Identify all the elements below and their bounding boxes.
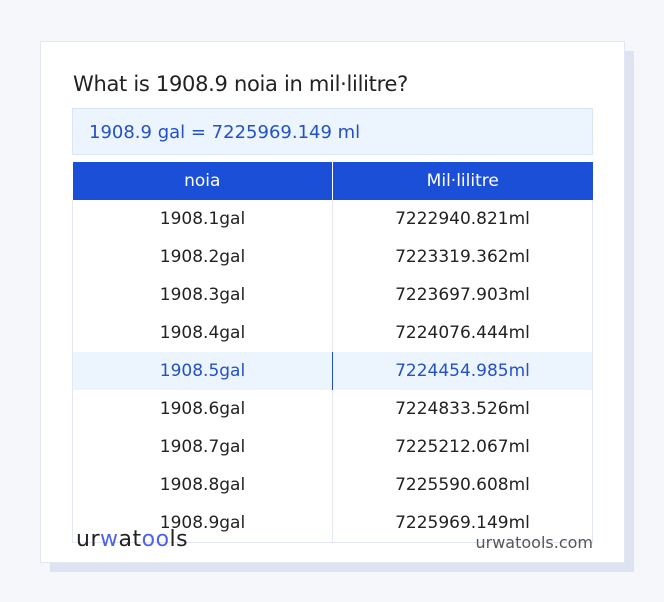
noia-cell: 1908.8gal	[72, 466, 333, 504]
table-row: 1908.1gal 7222940.821ml	[72, 200, 593, 238]
table-row: 1908.3gal 7223697.903ml	[72, 276, 593, 314]
noia-cell: 1908.3gal	[72, 276, 333, 314]
urwatools-logo[interactable]: urwatools	[76, 527, 189, 552]
table-row: 1908.7gal 7225212.067ml	[72, 428, 593, 466]
millilitre-cell: 7224076.444ml	[332, 314, 593, 352]
millilitre-cell: 7225969.149ml	[332, 504, 593, 543]
noia-cell: 1908.4gal	[72, 314, 333, 352]
noia-cell: 1908.2gal	[72, 238, 333, 276]
site-link[interactable]: urwatools.com	[475, 533, 594, 552]
table-row: 1908.4gal 7224076.444ml	[72, 314, 593, 352]
noia-cell: 1908.1gal	[72, 200, 333, 238]
millilitre-cell: 7225590.608ml	[332, 466, 593, 504]
table-row: 1908.2gal 7223319.362ml	[72, 238, 593, 276]
table-row: 1908.9gal 7225969.149ml	[72, 504, 593, 543]
millilitre-cell: 7224454.985ml	[332, 352, 593, 390]
noia-cell: 1908.5gal	[72, 352, 333, 390]
table-row: 1908.8gal 7225590.608ml	[72, 466, 593, 504]
millilitre-cell: 7222940.821ml	[332, 200, 593, 238]
conversion-result: 1908.9 gal = 7225969.149 ml	[72, 108, 593, 155]
noia-cell: 1908.9gal	[72, 504, 333, 543]
millilitre-cell: 7224833.526ml	[332, 390, 593, 428]
millilitre-cell: 7223697.903ml	[332, 276, 593, 314]
conversion-table: noia Mil·lilitre 1908.1gal 7222940.821ml 1…	[72, 162, 593, 543]
millilitre-cell: 7223319.362ml	[332, 238, 593, 276]
table-row: 1908.5gal 7224454.985ml	[72, 352, 593, 390]
page-title: What is 1908.9 noia in mil·lilitre?	[73, 72, 408, 96]
noia-cell: 1908.7gal	[72, 428, 333, 466]
converter-card: What is 1908.9 noia in mil·lilitre? 1908…	[40, 41, 625, 563]
column-header-millilitre: Mil·lilitre	[332, 162, 593, 200]
noia-cell: 1908.6gal	[72, 390, 333, 428]
column-header-noia: noia	[72, 162, 333, 200]
table-row: 1908.6gal 7224833.526ml	[72, 390, 593, 428]
millilitre-cell: 7225212.067ml	[332, 428, 593, 466]
